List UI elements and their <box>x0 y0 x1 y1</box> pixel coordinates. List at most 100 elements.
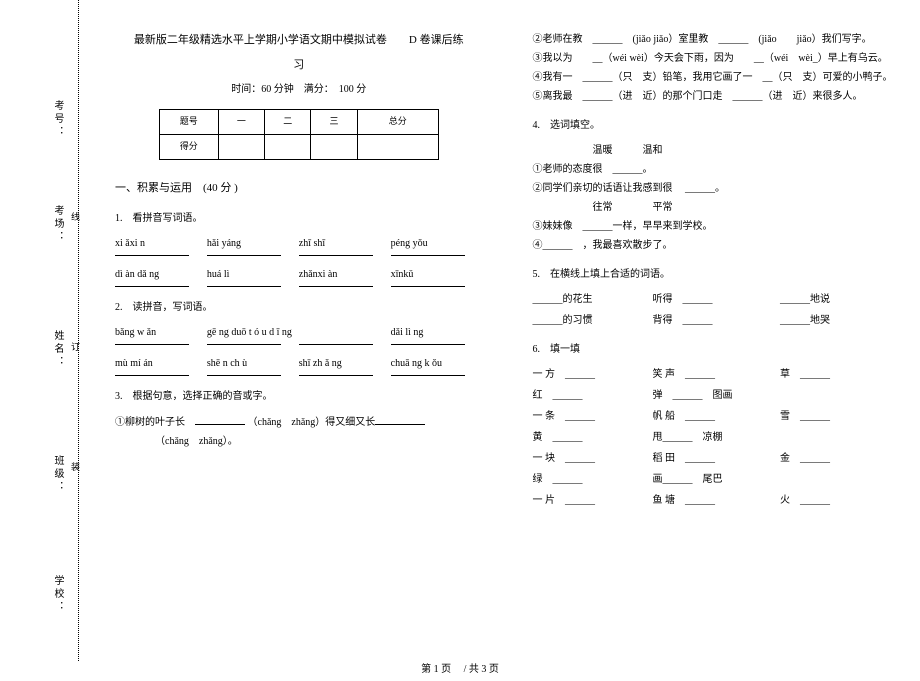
paper-subtitle: 时间：60 分钟 满分： 100 分 <box>115 80 483 99</box>
td-blank <box>218 134 264 159</box>
label-name: 姓名： <box>50 330 65 369</box>
label-class: 班级： <box>50 455 65 494</box>
page-footer: 第 1 页 / 共 3 页 <box>0 660 920 675</box>
td-blank <box>357 134 438 159</box>
pinyin: dì àn dǎ ng <box>115 265 207 284</box>
cell: 画______ 尾巴 <box>653 470 781 489</box>
blank <box>375 412 425 425</box>
cell: ______的花生 <box>533 290 653 309</box>
q1-ans-row2 <box>115 286 483 288</box>
q3-title: 3. 根据句意，选择正确的音或字。 <box>115 387 483 406</box>
td-blank <box>311 134 357 159</box>
q3-l1a: ①柳树的叶子长 <box>115 417 195 428</box>
cell: 甩______ 凉棚 <box>653 428 781 447</box>
q4-l2: ②同学们亲切的话语让我感到很 ______。 <box>533 179 901 198</box>
cell: 弹 ______ 图画 <box>653 386 781 405</box>
q6-row: 一 片 ______ 鱼 塘 ______ 火 ______ <box>533 491 901 510</box>
pinyin: zhī shī <box>299 234 391 253</box>
q4-l4: ④______ ，我最喜欢散步了。 <box>533 236 901 255</box>
q3-l1b: （chǎng zhǎng）得又细又长 <box>248 417 376 428</box>
q1-title: 1. 看拼音写词语。 <box>115 209 483 228</box>
q2-pinyin-row1: bǎng w ǎn gē ng duō t ó u d ī ng dǎi lì … <box>115 323 483 342</box>
score-table: 题号 一 二 三 总分 得分 <box>159 109 439 160</box>
q6-row: 绿 ______ 画______ 尾巴 <box>533 470 901 489</box>
table-row: 题号 一 二 三 总分 <box>159 109 438 134</box>
q3-l1c: （chǎng zhǎng）。 <box>155 432 483 451</box>
q4-l3: ③妹妹像 ______一样，早早来到学校。 <box>533 217 901 236</box>
cell <box>780 428 900 447</box>
q1-pinyin-row2: dì àn dǎ ng huá lì zhǎnxi àn xīnkǔ <box>115 265 483 284</box>
pinyin: gē ng duō t ó u d ī ng <box>207 323 299 342</box>
section-1-title: 一、积累与运用 (40 分 ) <box>115 178 483 199</box>
q1-ans-row1 <box>115 255 483 257</box>
cell <box>780 386 900 405</box>
q4-pair1: 温暖 温和 <box>533 141 901 160</box>
q2-ans-row2 <box>115 375 483 377</box>
q6-row: 一 条 ______ 帆 船 ______ 雪 ______ <box>533 407 901 426</box>
cell: ______地哭 <box>780 311 900 330</box>
q6-row: 一 块 ______ 稻 田 ______ 金 ______ <box>533 449 901 468</box>
cell: 金 ______ <box>780 449 900 468</box>
cell: ______地说 <box>780 290 900 309</box>
pinyin: zhǎnxi àn <box>299 265 391 284</box>
pinyin: péng yǒu <box>391 234 483 253</box>
cell: 笑 声 ______ <box>653 365 781 384</box>
q4-pair2: 往常 平常 <box>533 198 901 217</box>
cell <box>780 470 900 489</box>
q4-title: 4. 选词填空。 <box>533 116 901 135</box>
th-3: 三 <box>311 109 357 134</box>
cell: 帆 船 ______ <box>653 407 781 426</box>
th-num: 题号 <box>159 109 218 134</box>
pinyin: huá lì <box>207 265 299 284</box>
q1-pinyin-row1: xi ǎxi n hǎi yáng zhī shī péng yǒu <box>115 234 483 253</box>
binding-dotted-line <box>78 0 79 661</box>
cell: 黄 ______ <box>533 428 653 447</box>
cell: 一 条 ______ <box>533 407 653 426</box>
th-1: 一 <box>218 109 264 134</box>
td-score-label: 得分 <box>159 134 218 159</box>
cell: 一 方 ______ <box>533 365 653 384</box>
q6-row: 红 ______ 弹 ______ 图画 <box>533 386 901 405</box>
pinyin <box>299 323 391 342</box>
pinyin: xi ǎxi n <box>115 234 207 253</box>
pinyin: xīnkǔ <box>391 265 483 284</box>
q5-row: ______的习惯 背得 ______ ______地哭 <box>533 311 901 330</box>
cell: 红 ______ <box>533 386 653 405</box>
q2-ans-row1 <box>115 344 483 346</box>
q3-line5: ⑤离我最 ______（进 近）的那个门口走 ______（进 近）来很多人。 <box>533 87 901 106</box>
q3-line2: ②老师在教 ______ (jiǎo jiǎo）室里教 ______ (jiǎo… <box>533 30 901 49</box>
table-row: 得分 <box>159 134 438 159</box>
cell: 鱼 塘 ______ <box>653 491 781 510</box>
paper-title-2: 习 <box>115 55 483 76</box>
blank <box>195 412 245 425</box>
cell: 稻 田 ______ <box>653 449 781 468</box>
label-examno: 考号： <box>50 100 65 139</box>
pinyin: mù mí án <box>115 354 207 373</box>
q6-title: 6. 填一填 <box>533 340 901 359</box>
q6-row: 黄 ______ 甩______ 凉棚 <box>533 428 901 447</box>
pinyin: shē n ch ù <box>207 354 299 373</box>
cell: 背得 ______ <box>653 311 781 330</box>
th-total: 总分 <box>357 109 438 134</box>
q4-l1: ①老师的态度很 ______。 <box>533 160 901 179</box>
cell: 一 块 ______ <box>533 449 653 468</box>
q6-row: 一 方 ______ 笑 声 ______ 草 ______ <box>533 365 901 384</box>
label-room: 考场： <box>50 205 65 244</box>
q2-title: 2. 读拼音，写词语。 <box>115 298 483 317</box>
pinyin: bǎng w ǎn <box>115 323 207 342</box>
binding-margin: 考号： 考场： 姓名： 班级： 学校： 线 订 装 <box>20 0 100 681</box>
cell: 听得 ______ <box>653 290 781 309</box>
page-content: 最新版二年级精选水平上学期小学语文期中模拟试卷 D 卷课后练 习 时间：60 分… <box>115 30 900 661</box>
q5-row: ______的花生 听得 ______ ______地说 <box>533 290 901 309</box>
label-school: 学校： <box>50 575 65 614</box>
pinyin: chuā ng k ǒu <box>391 354 483 373</box>
pinyin: hǎi yáng <box>207 234 299 253</box>
th-2: 二 <box>265 109 311 134</box>
paper-title: 最新版二年级精选水平上学期小学语文期中模拟试卷 D 卷课后练 <box>115 30 483 51</box>
pinyin: dǎi lì ng <box>391 323 483 342</box>
cell: 绿 ______ <box>533 470 653 489</box>
cell: 雪 ______ <box>780 407 900 426</box>
column-left: 最新版二年级精选水平上学期小学语文期中模拟试卷 D 卷课后练 习 时间：60 分… <box>115 30 483 661</box>
q3-line1: ①柳树的叶子长 （chǎng zhǎng）得又细又长 <box>115 412 483 432</box>
cell: 火 ______ <box>780 491 900 510</box>
